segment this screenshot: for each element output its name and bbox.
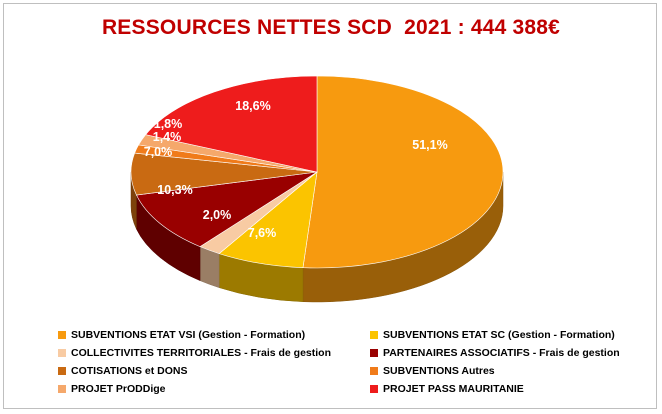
data-label-3: 10,3%	[157, 183, 192, 197]
data-label-6: 1,8%	[154, 117, 183, 131]
data-label-4: 7,0%	[144, 145, 173, 159]
data-label-7: 18,6%	[235, 99, 270, 113]
data-label-1: 7,6%	[248, 226, 277, 240]
data-label-5: 1,4%	[153, 130, 182, 144]
pie-sides	[130, 171, 504, 303]
pie-top	[130, 75, 504, 269]
pie-slice-0	[302, 75, 504, 269]
data-label-2: 2,0%	[203, 208, 232, 222]
chart-title: RESSOURCES NETTES SCD 2021 : 444 388€	[101, 16, 561, 39]
pie-slice-7	[145, 75, 318, 173]
data-label-0: 51,1%	[412, 138, 447, 152]
pie-labels: 51,1% 7,6% 2,0% 10,3% 7,0%1,4%1,8% 18,6%	[144, 99, 448, 240]
pie-slice-3	[135, 171, 318, 247]
